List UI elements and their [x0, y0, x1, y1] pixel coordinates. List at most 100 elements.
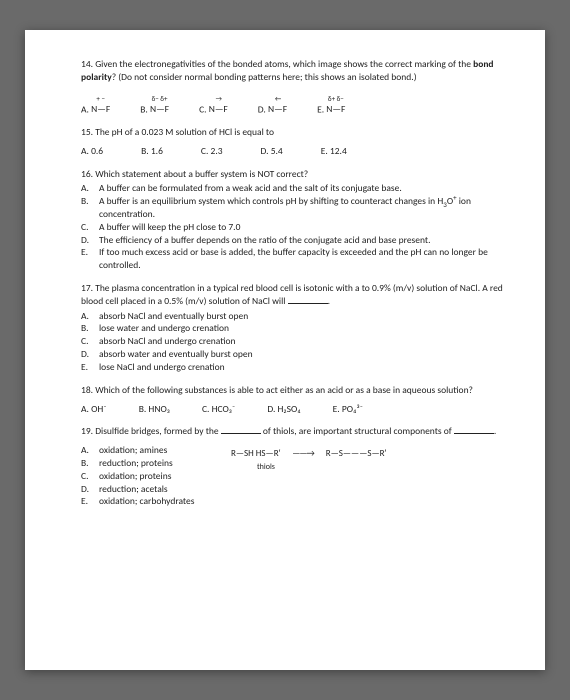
q17-opt-e: E.lose NaCl and undergo crenation	[81, 361, 509, 374]
q17-b-text: lose water and undergo crenation	[99, 322, 229, 335]
q16-stem-text: Which statement about a buffer system is…	[95, 168, 308, 180]
q14-opt-a: A. + − N—F	[81, 94, 110, 116]
page-background: 14. Given the electronegativities of the…	[0, 0, 570, 700]
q16-b-text-a: A buffer is an equilibrium system which …	[99, 195, 437, 207]
q15-opt-c: C. 2.3	[201, 145, 223, 158]
q18-number: 18.	[81, 384, 93, 396]
q18-stem-text: Which of the following substances is abl…	[95, 384, 473, 396]
q19-b-text: reduction; proteins	[99, 457, 173, 470]
q17-opt-a: A.absorb NaCl and eventually burst open	[81, 310, 509, 323]
q19-b-label: B.	[81, 457, 99, 470]
q19-d-label: D.	[81, 483, 99, 496]
q14-a-top: + −	[91, 94, 110, 103]
q16-stem: 16. Which statement about a buffer syste…	[81, 168, 509, 181]
q15-opt-a: A. 0.6	[81, 145, 103, 158]
q14-c-bond: N—F	[209, 103, 228, 115]
q19-a-label: A.	[81, 444, 99, 457]
q14-options-row: A. + − N—F B. δ− δ+ N—F C.	[81, 94, 509, 116]
q16-number: 16.	[81, 168, 93, 180]
q18-opt-b: B. HNO₃	[139, 403, 170, 416]
q18-opt-d: D. H₂SO₄	[267, 403, 300, 416]
q17-a-label: A.	[81, 310, 99, 323]
q19-e-label: E.	[81, 495, 99, 508]
q19-opt-a: A.oxidation; amines	[81, 444, 231, 457]
q17-a-text: absorb NaCl and eventually burst open	[99, 310, 248, 323]
q18-options-row: A. OH⁻ B. HNO₃ C. HCO₃⁻ D. H₂SO₄ E. PO₄³…	[81, 403, 509, 416]
q19-stem-a: Disulfide bridges, formed by the	[95, 425, 221, 437]
q16-e-text: If too much excess acid or base is added…	[99, 246, 509, 272]
q16-options-list: A.A buffer can be formulated from a weak…	[81, 182, 509, 272]
question-16: 16. Which statement about a buffer syste…	[81, 168, 509, 273]
q17-b-label: B.	[81, 322, 99, 335]
q19-reaction: R—SH HS—R′ ——→ R—S———S—R′ thiols	[231, 442, 509, 508]
q14-stem-a: Given the electronegativities of the bon…	[95, 58, 473, 70]
q14-d-label: D.	[258, 103, 266, 115]
q19-c-text: oxidation; proteins	[99, 470, 171, 483]
q17-e-label: E.	[81, 361, 99, 374]
q19-number: 19.	[81, 425, 93, 437]
q14-d-bond: N—F	[268, 103, 287, 115]
question-15: 15. The pH of a 0.023 M solution of HCl …	[81, 126, 509, 158]
q14-d-top: ←	[268, 94, 287, 103]
q14-opt-c: C. → N—F	[199, 94, 228, 116]
q17-options-list: A.absorb NaCl and eventually burst open …	[81, 310, 509, 374]
q19-stem-b: of thiols, are important structural comp…	[261, 425, 454, 437]
q17-blank	[288, 303, 328, 304]
q16-opt-e: E.If too much excess acid or base is add…	[81, 246, 509, 272]
q17-opt-d: D.absorb water and eventually burst open	[81, 348, 509, 361]
q14-b-top: δ− δ+	[150, 94, 169, 103]
q17-d-text: absorb water and eventually burst open	[99, 348, 253, 361]
q14-opt-d: D. ← N—F	[258, 94, 287, 116]
q16-opt-d: D.The efficiency of a buffer depends on …	[81, 234, 509, 247]
q14-a-label: A.	[81, 103, 89, 115]
q18-opt-c: C. HCO₃⁻	[202, 403, 235, 416]
q14-e-label: E.	[317, 103, 324, 115]
q19-opt-b: B.reduction; proteins	[81, 457, 231, 470]
q15-opt-e: E. 12.4	[321, 145, 347, 158]
question-19: 19. Disulfide bridges, formed by the of …	[81, 425, 509, 508]
q19-opt-c: C.oxidation; proteins	[81, 470, 231, 483]
q16-opt-b: B.A buffer is an equilibrium system whic…	[81, 195, 509, 221]
document-sheet: 14. Given the electronegativities of the…	[25, 30, 545, 670]
q15-opt-b: B. 1.6	[141, 145, 163, 158]
q16-b-formula: H3O+	[437, 195, 456, 207]
q16-d-label: D.	[81, 234, 99, 247]
q14-stem: 14. Given the electronegativities of the…	[81, 58, 509, 84]
q17-number: 17.	[81, 282, 93, 294]
q19-d-text: reduction; acetals	[99, 483, 168, 496]
q16-a-text: A buffer can be formulated from a weak a…	[99, 182, 402, 195]
q19-rxn-label: thiols	[231, 462, 509, 473]
q18-opt-e: E. PO₄³⁻	[333, 403, 363, 416]
q19-rxn-arrow: ——→	[292, 448, 313, 460]
question-18: 18. Which of the following substances is…	[81, 384, 509, 416]
q16-b-label: B.	[81, 195, 99, 221]
q19-opt-e: E.oxidation; carbohydrates	[81, 495, 231, 508]
q16-d-text: The efficiency of a buffer depends on th…	[99, 234, 430, 247]
q15-number: 15.	[81, 126, 93, 138]
q16-c-text: A buffer will keep the pH close to 7.0	[99, 221, 240, 234]
q14-stem-b: ? (Do not consider normal bonding patter…	[112, 71, 417, 83]
q19-c-label: C.	[81, 470, 99, 483]
q17-c-label: C.	[81, 335, 99, 348]
q15-stem: 15. The pH of a 0.023 M solution of HCl …	[81, 126, 509, 139]
q19-rxn-left: R—SH HS—R′	[231, 448, 280, 460]
question-17: 17. The plasma concentration in a typica…	[81, 282, 509, 374]
q19-opt-d: D.reduction; acetals	[81, 483, 231, 496]
q14-number: 14.	[81, 58, 93, 70]
q16-b-text: A buffer is an equilibrium system which …	[99, 195, 509, 221]
question-14: 14. Given the electronegativities of the…	[81, 58, 509, 116]
q19-stem: 19. Disulfide bridges, formed by the of …	[81, 425, 509, 438]
q18-opt-a: A. OH⁻	[81, 403, 107, 416]
q17-e-text: lose NaCl and undergo crenation	[99, 361, 225, 374]
q17-stem: 17. The plasma concentration in a typica…	[81, 282, 509, 308]
q16-a-label: A.	[81, 182, 99, 195]
q16-opt-a: A.A buffer can be formulated from a weak…	[81, 182, 509, 195]
q16-c-label: C.	[81, 221, 99, 234]
q19-blank-1	[221, 433, 261, 434]
q14-c-label: C.	[199, 103, 206, 115]
q19-blank-2	[454, 433, 494, 434]
q16-e-label: E.	[81, 246, 99, 272]
q19-e-text: oxidation; carbohydrates	[99, 495, 194, 508]
q17-opt-b: B.lose water and undergo crenation	[81, 322, 509, 335]
q19-a-text: oxidation; amines	[99, 444, 167, 457]
